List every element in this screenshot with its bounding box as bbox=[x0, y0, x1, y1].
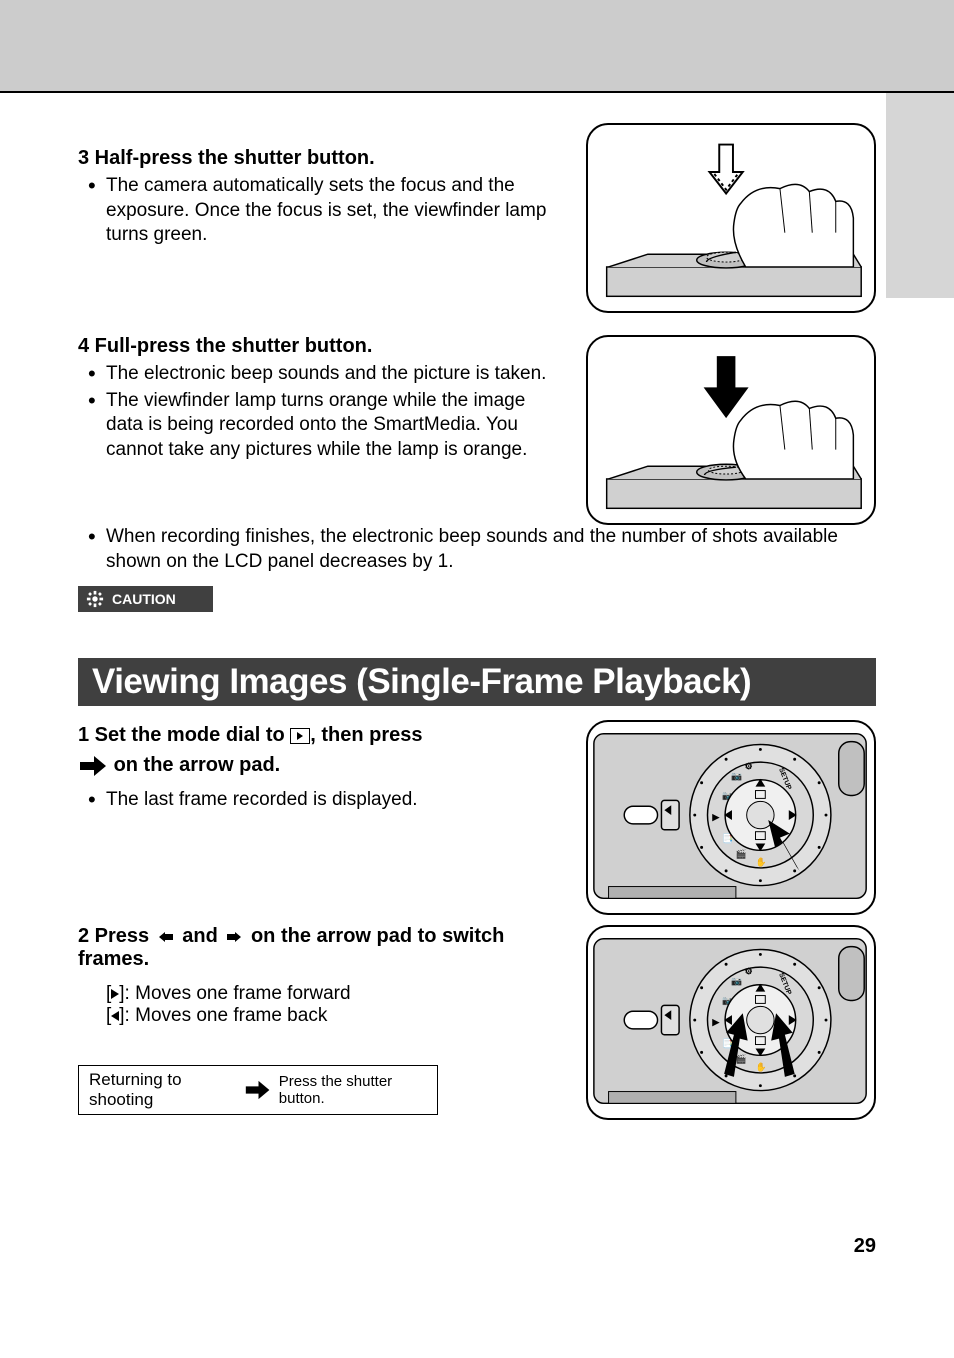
svg-text:📷: 📷 bbox=[731, 771, 742, 781]
step-3-title: 3 Half-press the shutter button. bbox=[78, 147, 566, 170]
callout-box: Returning to shooting Press the shutter … bbox=[78, 1065, 438, 1115]
gear-icon bbox=[86, 590, 104, 608]
view-2-title: 2 Press and on the arrow pad to switch f… bbox=[78, 925, 566, 971]
illustration-mode-dial-2: ⚙ 📷 📷M ▶ 📑 🎬 ✋ SETUP bbox=[586, 925, 876, 1120]
svg-text:📷: 📷 bbox=[731, 976, 742, 986]
svg-text:▶: ▶ bbox=[711, 1017, 720, 1027]
step-4-bullets-cont: When recording finishes, the electronic … bbox=[78, 525, 876, 574]
svg-text:✋: ✋ bbox=[755, 1062, 766, 1072]
step-4-title: 4 Full-press the shutter button. bbox=[78, 335, 566, 358]
illustration-mode-dial-1: ⚙ 📷 📷M ▶ 📑 🎬 ✋ SETUP bbox=[586, 720, 876, 915]
top-gray-band bbox=[0, 0, 954, 93]
step-3-text: 3 Half-press the shutter button. The cam… bbox=[78, 123, 586, 250]
side-tab bbox=[886, 93, 954, 298]
svg-text:🎬: 🎬 bbox=[736, 850, 747, 860]
illustration-full-press bbox=[586, 335, 876, 525]
view-1-title-mid: , then press bbox=[310, 724, 422, 746]
view-2-row: 2 Press and on the arrow pad to switch f… bbox=[78, 925, 876, 1125]
view-1-text: 1 Set the mode dial to , then press on t… bbox=[78, 720, 586, 815]
svg-text:🎬: 🎬 bbox=[736, 1055, 747, 1065]
arrow-right-icon bbox=[78, 754, 108, 778]
view-1-title: 1 Set the mode dial to , then press on t… bbox=[78, 720, 566, 780]
view-2-text: 2 Press and on the arrow pad to switch f… bbox=[78, 925, 586, 1125]
callout-post: Press the shutter button. bbox=[279, 1073, 427, 1107]
view-1-row: 1 Set the mode dial to , then press on t… bbox=[78, 720, 876, 915]
step-4-row: 4 Full-press the shutter button. The ele… bbox=[78, 335, 876, 525]
play-icon bbox=[290, 728, 310, 744]
view-2-line-2: []: Moves one frame back bbox=[106, 1005, 566, 1027]
step-4-bullet-2: The viewfinder lamp turns orange while t… bbox=[106, 389, 566, 463]
section-header: Viewing Images (Single-Frame Playback) bbox=[78, 658, 876, 706]
step-4-bullet-1: The electronic beep sounds and the pictu… bbox=[106, 362, 566, 387]
view-2-lines: []: Moves one frame forward []: Moves on… bbox=[78, 983, 566, 1027]
illustration-half-press bbox=[586, 123, 876, 313]
caution-label: CAUTION bbox=[112, 591, 176, 607]
arrow-right-icon-2 bbox=[244, 1078, 271, 1102]
view-1-title-post: on the arrow pad. bbox=[114, 754, 281, 776]
step-3-row: 3 Half-press the shutter button. The cam… bbox=[78, 123, 876, 313]
step-4-text: 4 Full-press the shutter button. The ele… bbox=[78, 335, 586, 465]
caution-bar: CAUTION bbox=[78, 586, 213, 612]
view-1-bullet-1: The last frame recorded is displayed. bbox=[106, 788, 566, 813]
callout-pre: Returning to shooting bbox=[89, 1070, 236, 1110]
page-number: 29 bbox=[0, 1235, 954, 1278]
svg-text:✋: ✋ bbox=[755, 857, 766, 867]
left-arrow-icon bbox=[159, 932, 173, 942]
step-3-bullet-1: The camera automatically sets the focus … bbox=[106, 174, 566, 248]
view-2-title-mid: and bbox=[177, 925, 224, 947]
view-2-title-pre: 2 Press bbox=[78, 925, 155, 947]
right-arrow-icon bbox=[227, 932, 241, 942]
view-2-line-1: []: Moves one frame forward bbox=[106, 983, 566, 1005]
page-content: 3 Half-press the shutter button. The cam… bbox=[0, 123, 954, 1125]
step-4-bullet-3: When recording finishes, the electronic … bbox=[106, 525, 876, 574]
svg-text:▶: ▶ bbox=[711, 812, 720, 822]
view-1-title-pre: 1 Set the mode dial to bbox=[78, 724, 290, 746]
